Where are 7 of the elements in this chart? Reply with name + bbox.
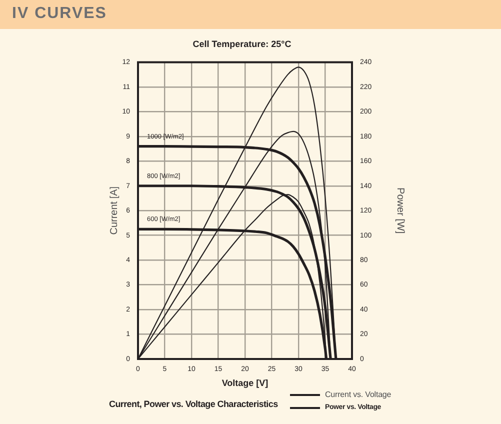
- chart-title: IV CURVES: [12, 5, 107, 23]
- text: Current, Power vs. Voltage Characteristics: [109, 399, 278, 409]
- y2-axis-title: Power [W]: [394, 188, 406, 234]
- text: Current vs. Voltage: [325, 389, 392, 401]
- chart-subtitle: Cell Temperature: 25°C: [192, 39, 292, 49]
- y-axis-title: Current [A]: [108, 186, 120, 235]
- x-axis-title: Voltage [V]: [222, 378, 268, 388]
